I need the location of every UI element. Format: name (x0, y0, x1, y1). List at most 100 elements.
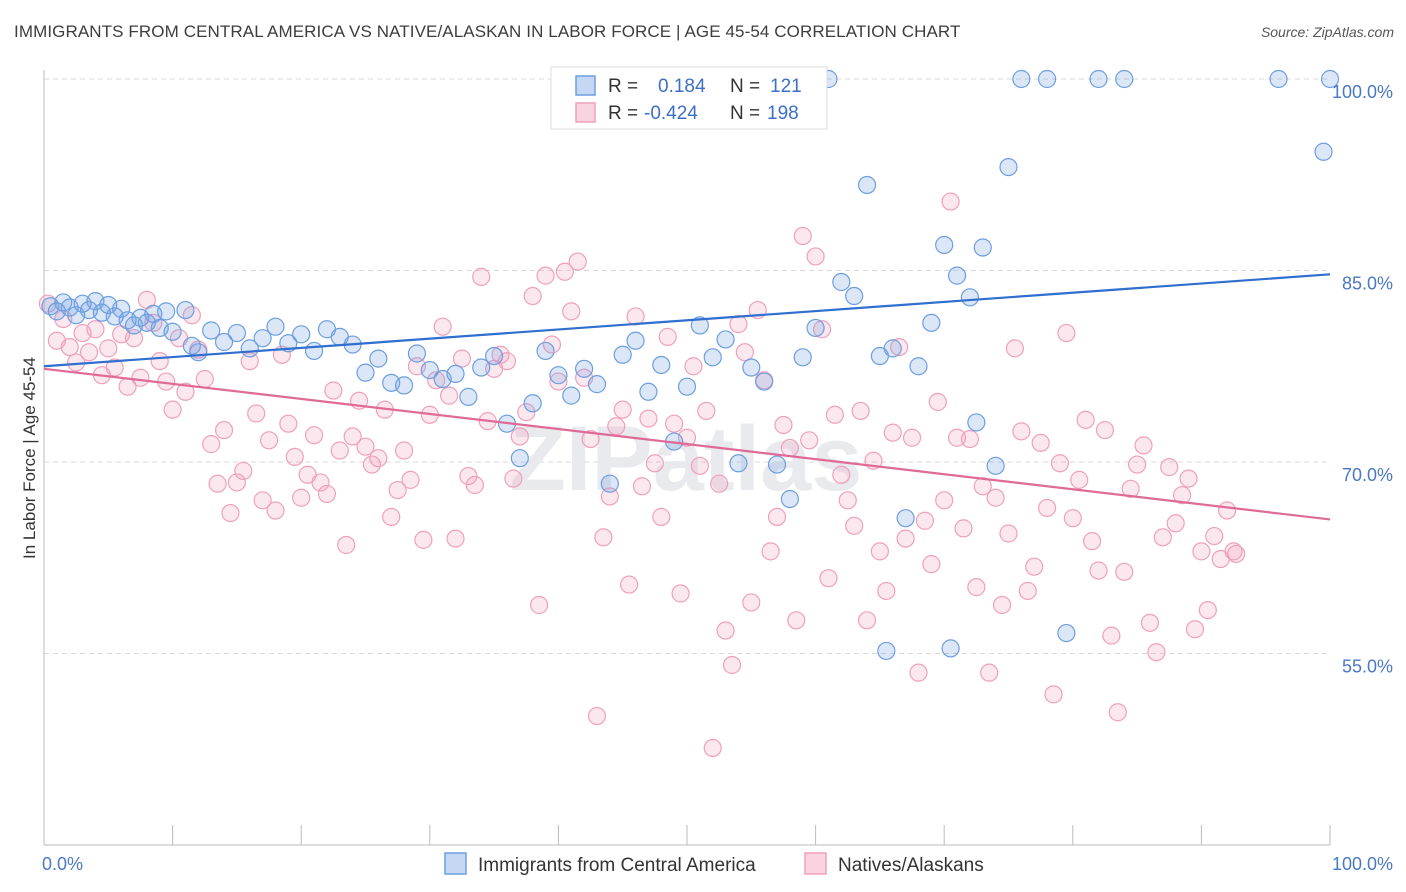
natives-point (812, 320, 832, 339)
natives-point (1205, 526, 1224, 546)
natives-point (568, 252, 587, 271)
natives-point (620, 575, 639, 594)
natives-point (214, 420, 234, 440)
immigrants-point (485, 346, 504, 366)
natives-point (1037, 498, 1057, 518)
natives-point (774, 415, 793, 435)
natives-point (613, 400, 632, 419)
natives-point (960, 429, 980, 449)
immigrants-point (793, 348, 812, 367)
natives-point (517, 403, 536, 422)
natives-trend-line (43, 367, 1331, 521)
natives-point (227, 473, 246, 492)
immigrants-point (523, 394, 542, 413)
natives-point (607, 417, 626, 436)
immigrants-point (1089, 69, 1108, 89)
immigrants-point (935, 235, 954, 255)
natives-point (999, 524, 1018, 543)
immigrants-point (600, 474, 619, 493)
immigrants-point (845, 286, 864, 306)
natives-point (1218, 501, 1237, 520)
natives-point (986, 488, 1005, 507)
x-tick-label-max: 100.0% (1332, 854, 1393, 874)
immigrants-point (227, 323, 246, 343)
natives-point (1227, 544, 1246, 564)
natives-point (845, 516, 864, 535)
natives-point (941, 192, 960, 211)
natives-point (504, 469, 523, 488)
immigrants-point (690, 316, 709, 335)
natives-point (208, 474, 227, 493)
x-tick-label-min: 0.0% (42, 854, 83, 874)
natives-point (928, 392, 947, 412)
natives-point (427, 371, 446, 390)
trend-lines (43, 273, 1331, 521)
natives-point (530, 595, 549, 615)
natives-point (947, 428, 967, 447)
natives-point (877, 581, 896, 601)
immigrants-point (613, 345, 632, 364)
y-tick-labels: 55.0% 70.0% 85.0% 100.0% (1332, 82, 1393, 677)
natives-point (337, 535, 356, 555)
natives-point (639, 409, 658, 428)
natives-point (324, 381, 343, 400)
correlation-legend: R = 0.184 N = 121 R = -0.424 N = 198 (550, 66, 828, 130)
bottom-legend-swatch-immigrants (444, 852, 467, 875)
natives-point (935, 491, 954, 510)
natives-point (896, 529, 915, 548)
legend-swatch-natives (575, 102, 596, 123)
natives-point (555, 262, 574, 281)
natives-point (446, 529, 465, 548)
y-tick-label: 55.0% (1342, 657, 1393, 677)
natives-point (1160, 458, 1179, 477)
natives-point (870, 542, 890, 561)
natives-point (330, 441, 349, 460)
natives-point (838, 491, 857, 510)
natives-point (510, 427, 529, 446)
immigrants-point (536, 341, 555, 361)
immigrants-point (253, 329, 272, 348)
immigrants-point (896, 509, 915, 528)
immigrants-point (369, 349, 388, 368)
natives-point (780, 438, 799, 458)
natives-point (1147, 643, 1166, 662)
natives-point (1031, 433, 1050, 452)
natives-point (1018, 581, 1037, 601)
y-tick-label: 85.0% (1342, 274, 1393, 294)
natives-point (665, 414, 684, 433)
natives-point (414, 530, 433, 549)
immigrants-point (214, 332, 234, 352)
immigrants-point (677, 377, 697, 396)
immigrants-point (562, 386, 581, 405)
natives-point (902, 428, 922, 447)
immigrants-point (806, 318, 825, 338)
natives-point (131, 368, 150, 387)
y-tick-label: 100.0% (1332, 82, 1393, 102)
immigrants-point (652, 355, 671, 375)
natives-point (1115, 562, 1134, 581)
natives-point (735, 343, 754, 362)
immigrants-point (202, 321, 221, 340)
immigrants-point (1269, 69, 1288, 89)
legend-r-value-immigrants: 0.184 (658, 76, 706, 97)
natives-point (1140, 613, 1160, 632)
natives-point (1025, 557, 1044, 576)
natives-point (1224, 542, 1243, 561)
immigrants-point (575, 359, 594, 378)
natives-point (825, 405, 844, 424)
natives-point (1185, 620, 1205, 639)
natives-point (195, 369, 214, 389)
natives-point (388, 480, 407, 500)
immigrants-point (877, 641, 896, 661)
legend-r-label-2: R = (608, 103, 638, 124)
natives-point (787, 611, 806, 630)
immigrants-point (176, 300, 195, 320)
immigrants-point (292, 325, 311, 344)
natives-point (851, 401, 870, 421)
immigrants-point (510, 449, 529, 468)
natives-point (857, 611, 877, 630)
immigrants-point (420, 360, 439, 380)
natives-point (587, 706, 607, 726)
natives-point (79, 343, 99, 362)
